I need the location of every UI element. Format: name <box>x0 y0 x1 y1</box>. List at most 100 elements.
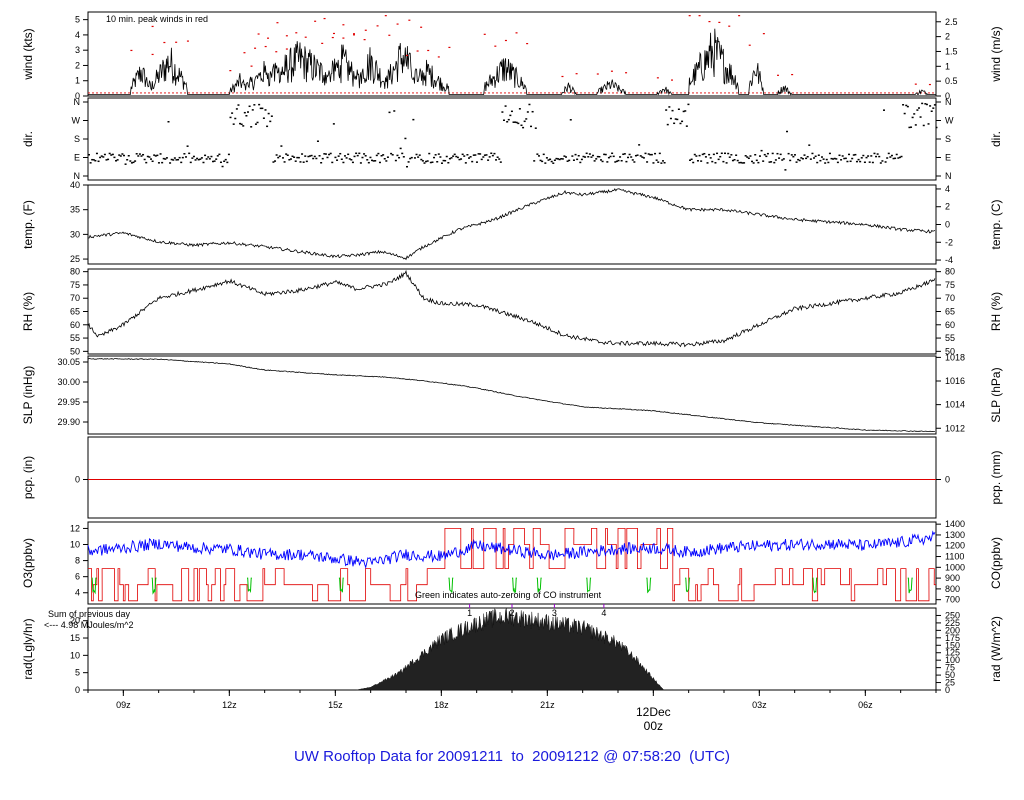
direction-point <box>259 107 262 110</box>
direction-point <box>110 154 113 156</box>
direction-point <box>336 159 339 161</box>
direction-point <box>377 152 380 155</box>
direction-point <box>563 155 566 157</box>
x-midnight-label: 00z <box>644 719 663 733</box>
direction-point <box>205 158 208 160</box>
right-tick-label: 800 <box>945 584 960 594</box>
direction-point <box>585 152 588 155</box>
direction-point <box>873 152 876 155</box>
x-tick-label: 18z <box>434 700 449 710</box>
direction-point <box>751 160 754 163</box>
direction-point <box>479 153 482 155</box>
direction-point <box>202 161 205 164</box>
co-autozero-segment <box>907 577 913 594</box>
direction-point <box>247 111 249 113</box>
direction-point <box>787 152 790 155</box>
wind-peak-marker <box>688 15 691 17</box>
right-tick-label: -4 <box>945 255 953 265</box>
left-tick-label: 60 <box>70 320 80 330</box>
direction-point <box>568 159 571 162</box>
direction-point <box>550 160 553 163</box>
direction-point <box>693 153 696 156</box>
left-tick-label: W <box>72 116 81 126</box>
direction-point <box>933 104 936 106</box>
direction-point <box>239 122 242 125</box>
direction-point <box>204 154 207 157</box>
direction-point <box>324 153 327 155</box>
direction-point <box>167 120 170 123</box>
direction-point <box>539 159 542 162</box>
direction-point <box>776 152 779 155</box>
direction-point <box>237 104 240 106</box>
direction-point <box>625 160 628 163</box>
direction-point <box>398 156 401 159</box>
direction-point <box>371 159 374 162</box>
direction-point <box>219 161 222 164</box>
direction-point <box>145 161 148 164</box>
direction-point <box>746 156 749 158</box>
left-tick-label: 6 <box>75 572 80 582</box>
direction-point <box>132 161 135 164</box>
direction-point <box>89 162 92 164</box>
direction-point <box>495 159 498 161</box>
direction-point <box>518 108 521 110</box>
direction-point <box>274 160 277 162</box>
direction-point <box>331 161 334 164</box>
direction-point <box>696 160 699 162</box>
direction-point <box>832 158 835 160</box>
left-tick-label: 8 <box>75 556 80 566</box>
direction-point <box>380 155 383 157</box>
direction-point <box>703 152 706 155</box>
left-tick-label: 12 <box>70 523 80 533</box>
wind-peak-marker <box>396 23 399 25</box>
right-tick-label: 75 <box>945 663 955 673</box>
right-tick-label: 1300 <box>945 530 965 540</box>
direction-point <box>364 155 367 157</box>
direction-point <box>329 152 332 155</box>
direction-point <box>706 162 709 164</box>
direction-point <box>245 115 248 117</box>
direction-point <box>515 121 518 124</box>
direction-point <box>646 161 649 163</box>
direction-point <box>611 152 614 155</box>
right-tick-label: 1016 <box>945 376 965 386</box>
direction-point <box>460 158 463 160</box>
right-tick-label: 1400 <box>945 519 965 529</box>
direction-point <box>189 161 192 164</box>
direction-point <box>277 156 280 159</box>
direction-point <box>587 156 590 158</box>
direction-point <box>175 159 178 161</box>
direction-point <box>766 152 769 155</box>
direction-point <box>614 161 617 163</box>
co-autozero-segment <box>685 577 691 593</box>
direction-point <box>569 119 572 121</box>
direction-point <box>261 107 264 110</box>
direction-point <box>679 122 682 125</box>
direction-point <box>584 156 587 158</box>
wind-peak-marker <box>342 37 345 39</box>
panel-ticks-1: 0 1 2 3 4 5 0 0.5 1 1.5 2 2.5 <box>75 15 958 101</box>
panel-frame-3 <box>87 184 937 265</box>
temperature-line <box>88 188 936 261</box>
footer-title: UW Rooftop Data for 20091211 to 20091212… <box>293 748 731 765</box>
direction-point <box>725 162 728 164</box>
direction-point <box>95 152 98 155</box>
direction-point <box>919 116 922 118</box>
direction-point <box>137 155 140 157</box>
ylabel-left-2: dir. <box>21 131 35 147</box>
radiation-annotation-bottom: <--- 4.98 MJoules/m^2 <box>44 620 134 630</box>
left-tick-label: 40 <box>70 180 80 190</box>
left-tick-label: 15 <box>70 633 80 643</box>
right-tick-label: 65 <box>945 307 955 317</box>
left-tick-label: 10 <box>70 650 80 660</box>
direction-point <box>525 118 528 120</box>
direction-point <box>207 156 210 158</box>
direction-point <box>824 162 827 164</box>
direction-point <box>161 161 164 164</box>
wind-peak-marker <box>342 24 345 26</box>
direction-point <box>900 155 903 158</box>
direction-point <box>628 153 631 156</box>
direction-point <box>894 157 897 160</box>
direction-point <box>711 160 714 163</box>
